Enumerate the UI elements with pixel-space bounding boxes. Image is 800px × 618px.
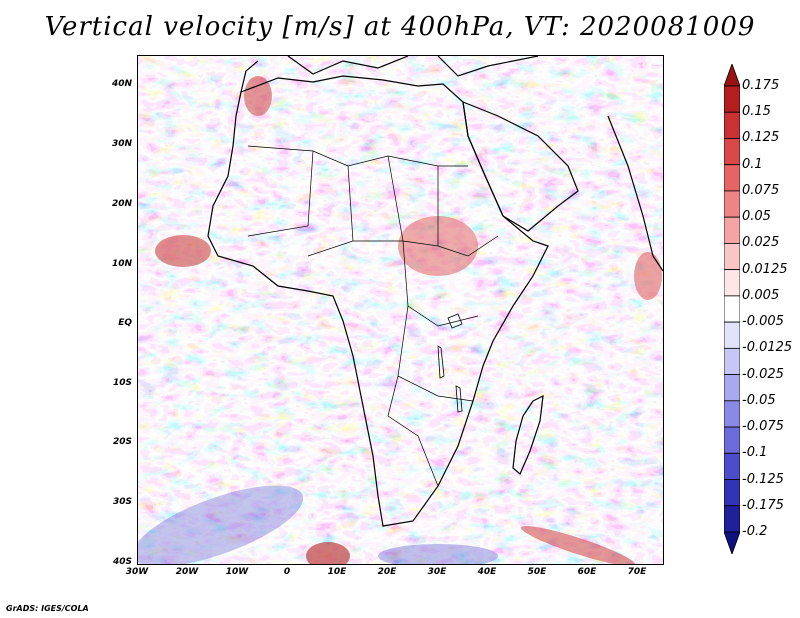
colorbar-segment: [724, 243, 740, 271]
colorbar-level-label: -0.025: [742, 366, 784, 382]
africa-coastline: [207, 75, 549, 527]
velocity-map: [137, 55, 664, 565]
lake-tanganyika: [437, 345, 445, 379]
lon-label-10w: 10W: [225, 567, 249, 577]
lat-label-30s: 30S: [112, 497, 132, 507]
hotspot-india: [634, 252, 662, 300]
colorbar-segment: [724, 190, 740, 218]
colorbar: [724, 64, 740, 554]
colorbar-level-label: -0.175: [742, 497, 784, 513]
colorbar-level-label: -0.2: [742, 524, 768, 539]
colorbar-level-label: -0.075: [742, 419, 784, 435]
country-borders: [247, 145, 499, 487]
lon-label-30e: 30E: [427, 567, 447, 577]
map-title: Vertical velocity [m/s] at 400hPa, VT: 2…: [44, 12, 756, 42]
colorbar-segment: [724, 295, 740, 323]
colorbar-level-label: -0.05: [742, 392, 776, 408]
lon-label-10e: 10E: [327, 567, 347, 577]
colorbar-level-label: 0.025: [742, 235, 780, 251]
colorbar-level-label: -0.125: [742, 471, 784, 487]
field-texture: [138, 56, 663, 564]
colorbar-segment: [724, 85, 740, 113]
lon-label-20w: 20W: [175, 567, 199, 577]
lon-label-60e: 60E: [577, 567, 597, 577]
arabia-coastline: [462, 101, 579, 232]
colorbar-arrow-top: [724, 64, 740, 87]
colorbar-level-label: 0.005: [742, 287, 780, 303]
lat-label-40s: 40S: [112, 557, 132, 567]
colorbar-segment: [724, 426, 740, 454]
colorbar-level-label: -0.0125: [742, 340, 793, 356]
lon-label-20e: 20E: [377, 567, 397, 577]
colorbar-segment: [724, 479, 740, 507]
lon-label-50e: 50E: [527, 567, 547, 577]
colorbar-segment: [724, 216, 740, 244]
velocity-field: [138, 56, 663, 564]
colorbar-segment: [724, 400, 740, 428]
colorbar-level-label: 0.05: [742, 209, 771, 225]
madagascar-coastline: [512, 394, 544, 475]
lake-victoria: [447, 313, 463, 329]
colorbar-segment: [724, 505, 740, 533]
colorbar-segment: [724, 452, 740, 480]
lat-label-20s: 20S: [112, 437, 132, 447]
colorbar-level-label: 0.175: [742, 78, 780, 93]
grads-credit: GrADS: IGES/COLA: [6, 604, 89, 613]
colorbar-level-label: 0.15: [742, 104, 771, 120]
hotspot-indian-ocean: [520, 525, 636, 564]
colorbar-segment: [724, 138, 740, 166]
colorbar-segment: [724, 347, 740, 375]
colorbar-level-label: -0.1: [742, 445, 768, 461]
colorbar-level-label: -0.005: [742, 314, 784, 330]
colorbar-level-label: 0.125: [742, 130, 780, 146]
lon-label-40e: 40E: [477, 567, 497, 577]
india-coastline: [607, 115, 663, 272]
hotspot-west-africa: [155, 235, 211, 267]
descent-band-south-atlantic: [138, 485, 304, 564]
lat-label-eq: EQ: [118, 318, 132, 328]
colorbar-arrow-bottom: [724, 531, 740, 554]
lat-label-10n: 10N: [111, 259, 132, 269]
hotspot-iberia: [244, 76, 272, 116]
lat-label-40n: 40N: [111, 79, 132, 89]
lon-label-30w: 30W: [125, 567, 149, 577]
colorbar-level-label: 0.0125: [742, 261, 788, 277]
colorbar-segment: [724, 321, 740, 349]
colorbar-segment: [724, 111, 740, 139]
lat-label-20n: 20N: [111, 199, 132, 209]
lat-label-30n: 30N: [111, 139, 132, 149]
lon-label-70e: 70E: [627, 567, 647, 577]
lake-malawi: [455, 385, 463, 413]
lat-label-10s: 10S: [112, 378, 132, 388]
colorbar-segment: [724, 269, 740, 297]
descent-band-south: [378, 544, 498, 564]
colorbar-segment: [724, 164, 740, 192]
colorbar-level-label: 0.1: [742, 156, 763, 172]
europe-coastline: [240, 56, 539, 93]
lon-label-0: 0: [283, 567, 291, 577]
colorbar-level-label: 0.075: [742, 182, 780, 198]
hotspot-south-atlantic: [306, 542, 350, 564]
colorbar-segment: [724, 374, 740, 402]
